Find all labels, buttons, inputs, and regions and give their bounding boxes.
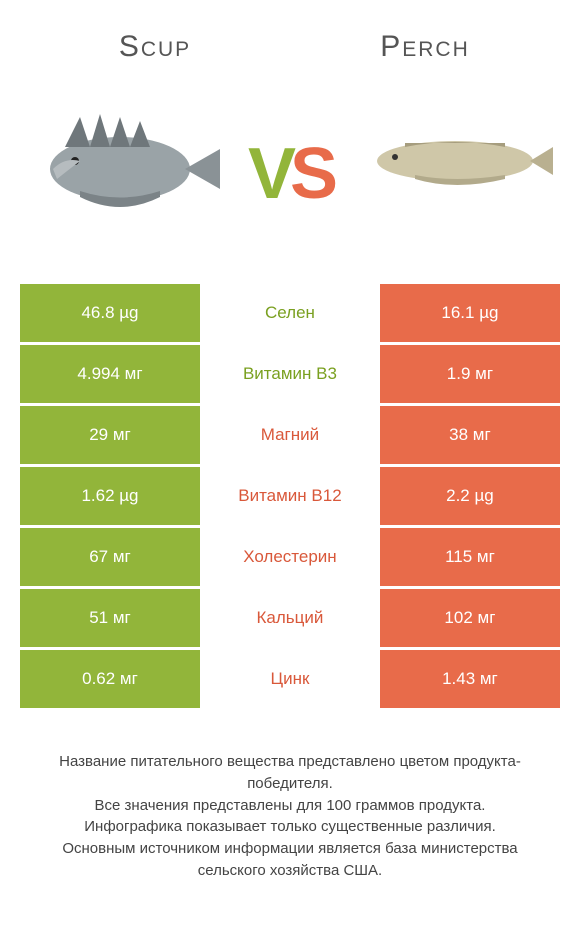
left-product-title: Scup [20, 30, 290, 64]
nutrient-name: Кальций [200, 589, 380, 647]
nutrient-name: Витамин B12 [200, 467, 380, 525]
left-value: 67 мг [20, 528, 200, 586]
left-value: 29 мг [20, 406, 200, 464]
nutrient-table: 46.8 µgСелен16.1 µg4.994 мгВитамин B31.9… [0, 284, 580, 708]
right-value: 1.9 мг [380, 345, 560, 403]
header: Scup Perch [0, 0, 580, 64]
right-value: 1.43 мг [380, 650, 560, 708]
left-value: 4.994 мг [20, 345, 200, 403]
perch-fish-icon [355, 99, 555, 219]
left-value: 51 мг [20, 589, 200, 647]
scup-fish-icon [25, 99, 225, 219]
nutrient-name: Магний [200, 406, 380, 464]
nutrient-row: 1.62 µgВитамин B122.2 µg [20, 467, 560, 525]
nutrient-name: Селен [200, 284, 380, 342]
left-value: 1.62 µg [20, 467, 200, 525]
right-value: 2.2 µg [380, 467, 560, 525]
nutrient-name: Холестерин [200, 528, 380, 586]
right-product-title: Perch [290, 30, 560, 64]
left-value: 0.62 мг [20, 650, 200, 708]
right-value: 16.1 µg [380, 284, 560, 342]
infographic-page: Scup Perch VS 46.8 [0, 0, 580, 943]
vs-letter-v: V [248, 134, 290, 214]
footer-notes: Название питательного вещества представл… [0, 711, 580, 882]
nutrient-row: 67 мгХолестерин115 мг [20, 528, 560, 586]
nutrient-row: 4.994 мгВитамин B31.9 мг [20, 345, 560, 403]
nutrient-name: Цинк [200, 650, 380, 708]
left-value: 46.8 µg [20, 284, 200, 342]
right-value: 115 мг [380, 528, 560, 586]
right-product-image [355, 84, 555, 234]
images-row: VS [0, 64, 580, 284]
nutrient-row: 0.62 мгЦинк1.43 мг [20, 650, 560, 708]
nutrient-row: 29 мгМагний38 мг [20, 406, 560, 464]
left-product-image [25, 84, 225, 234]
nutrient-row: 46.8 µgСелен16.1 µg [20, 284, 560, 342]
right-value: 38 мг [380, 406, 560, 464]
footer-line-3: Инфографика показывает только существенн… [30, 816, 550, 838]
footer-line-4: Основным источником информации является … [30, 838, 550, 882]
vs-letter-s: S [290, 134, 332, 214]
vs-badge: VS [248, 138, 332, 210]
nutrient-name: Витамин B3 [200, 345, 380, 403]
right-value: 102 мг [380, 589, 560, 647]
footer-line-1: Название питательного вещества представл… [30, 751, 550, 795]
footer-line-2: Все значения представлены для 100 граммо… [30, 795, 550, 817]
nutrient-row: 51 мгКальций102 мг [20, 589, 560, 647]
